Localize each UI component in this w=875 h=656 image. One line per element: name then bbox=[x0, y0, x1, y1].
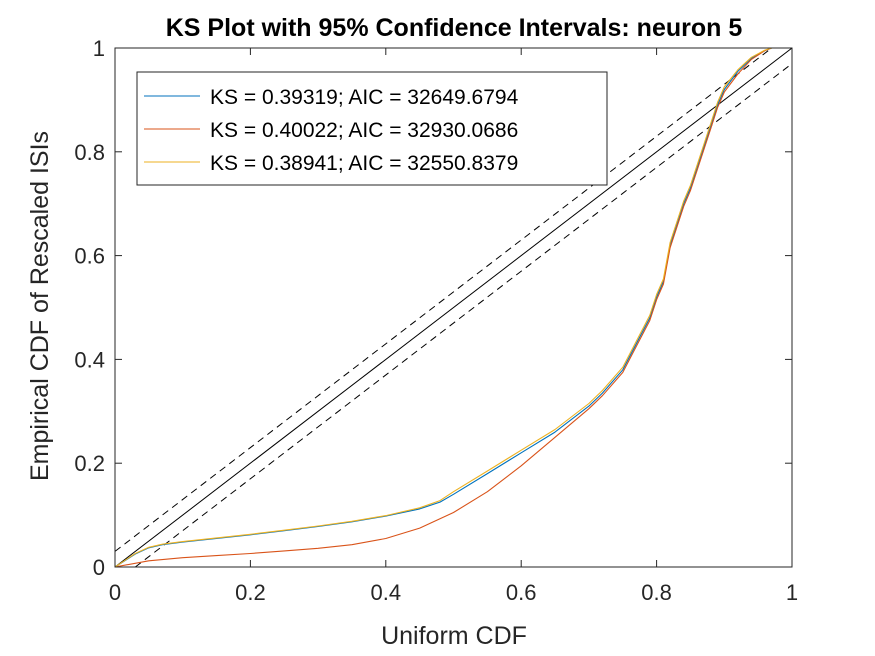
y-tick-label: 0.8 bbox=[74, 140, 105, 165]
x-axis-label: Uniform CDF bbox=[381, 622, 527, 650]
chart-title: KS Plot with 95% Confidence Intervals: n… bbox=[166, 14, 743, 42]
series-line-2 bbox=[114, 47, 792, 568]
legend: KS = 0.39319; AIC = 32649.6794 KS = 0.400… bbox=[136, 71, 608, 186]
x-tick-label: 0.2 bbox=[235, 580, 266, 605]
y-tick-label: 0.4 bbox=[74, 347, 105, 372]
legend-entry-label: KS = 0.38941; AIC = 32550.8379 bbox=[210, 152, 518, 175]
diagonal-line bbox=[114, 47, 793, 568]
y-axis-label: Empirical CDF of Rescaled ISIs bbox=[26, 131, 54, 481]
y-tick-label: 0 bbox=[93, 555, 105, 580]
x-tick-label: 0 bbox=[109, 580, 121, 605]
legend-box bbox=[136, 71, 608, 186]
x-tick-label: 1 bbox=[786, 580, 798, 605]
x-axis-ticks: 0 0.2 0.4 0.6 0.8 1 bbox=[109, 48, 798, 605]
lower-95%-bound-line bbox=[134, 63, 793, 568]
legend-entry-label: KS = 0.39319; AIC = 32649.6794 bbox=[210, 86, 519, 109]
x-tick-label: 0.8 bbox=[641, 580, 672, 605]
y-tick-label: 0.6 bbox=[74, 244, 105, 269]
axes-frame bbox=[114, 47, 793, 568]
x-tick-label: 0.4 bbox=[371, 580, 402, 605]
x-tick-label: 0.6 bbox=[506, 580, 537, 605]
series-line-3 bbox=[114, 47, 792, 568]
reference-lines bbox=[114, 47, 793, 568]
series-lines bbox=[114, 47, 792, 568]
legend-entry-label: KS = 0.40022; AIC = 32930.0686 bbox=[210, 119, 518, 142]
upper-95%-bound-line bbox=[114, 47, 773, 552]
y-tick-label: 0.2 bbox=[74, 451, 105, 476]
y-tick-label: 1 bbox=[93, 36, 105, 61]
y-axis-ticks: 0 0.2 0.4 0.6 0.8 1 bbox=[74, 36, 792, 580]
axes-box bbox=[114, 47, 793, 568]
